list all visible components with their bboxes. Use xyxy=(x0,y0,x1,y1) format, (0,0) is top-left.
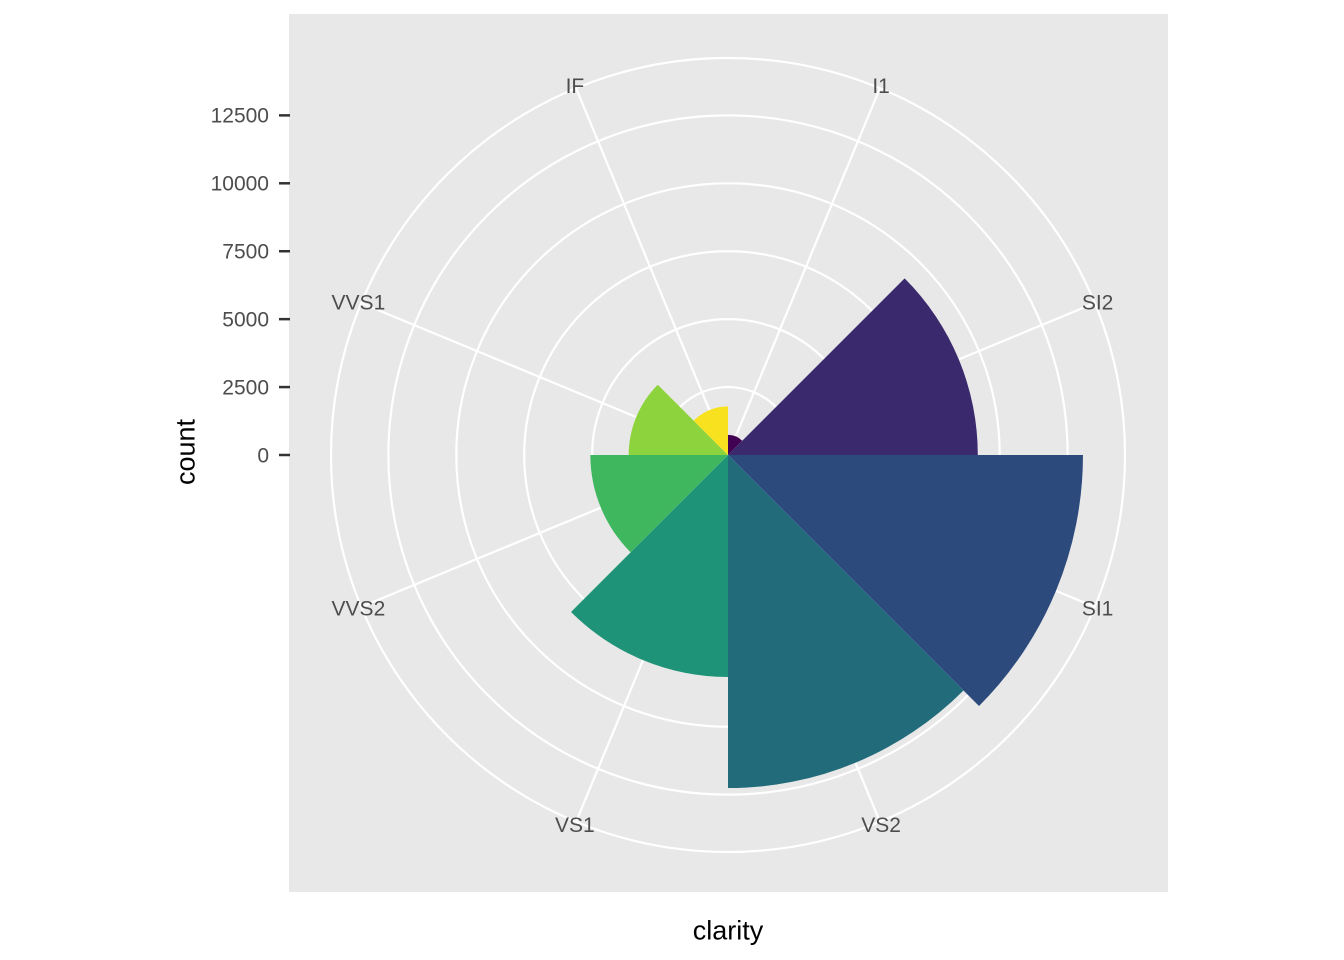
bar-wedge-VVS2 xyxy=(590,455,728,553)
category-label-VS1: VS1 xyxy=(555,814,595,837)
bar-wedge-IF xyxy=(693,406,728,455)
bar-wedge-SI2 xyxy=(728,278,978,455)
category-label-VS2: VS2 xyxy=(861,814,901,837)
x-axis-title: clarity xyxy=(692,915,764,946)
gridline-spoke-IF xyxy=(575,87,730,456)
category-label-VVS1: VVS1 xyxy=(332,291,386,314)
y-tick-label: 2500 xyxy=(222,376,269,399)
category-label-I1: I1 xyxy=(872,75,890,98)
y-tick-label: 5000 xyxy=(222,309,269,332)
category-label-SI1: SI1 xyxy=(1082,597,1114,620)
bar-wedge-VS1 xyxy=(571,455,728,678)
y-tick-label: 12500 xyxy=(211,105,269,128)
bar-wedge-VVS1 xyxy=(628,384,728,455)
y-axis-title: count xyxy=(170,418,201,486)
bar-wedge-I1 xyxy=(728,434,743,455)
gridline-spoke-I1 xyxy=(726,87,881,456)
y-tick-label: 7500 xyxy=(222,241,269,264)
outer-axis-circle xyxy=(329,56,1127,854)
category-label-IF: IF xyxy=(566,75,585,98)
category-label-VVS2: VVS2 xyxy=(332,597,386,620)
bar-wedge-VS2 xyxy=(728,455,964,789)
bar-wedge-SI1 xyxy=(728,455,1083,707)
y-tick-label: 0 xyxy=(257,444,269,467)
y-tick-label: 10000 xyxy=(211,173,269,196)
category-label-SI2: SI2 xyxy=(1082,291,1114,314)
